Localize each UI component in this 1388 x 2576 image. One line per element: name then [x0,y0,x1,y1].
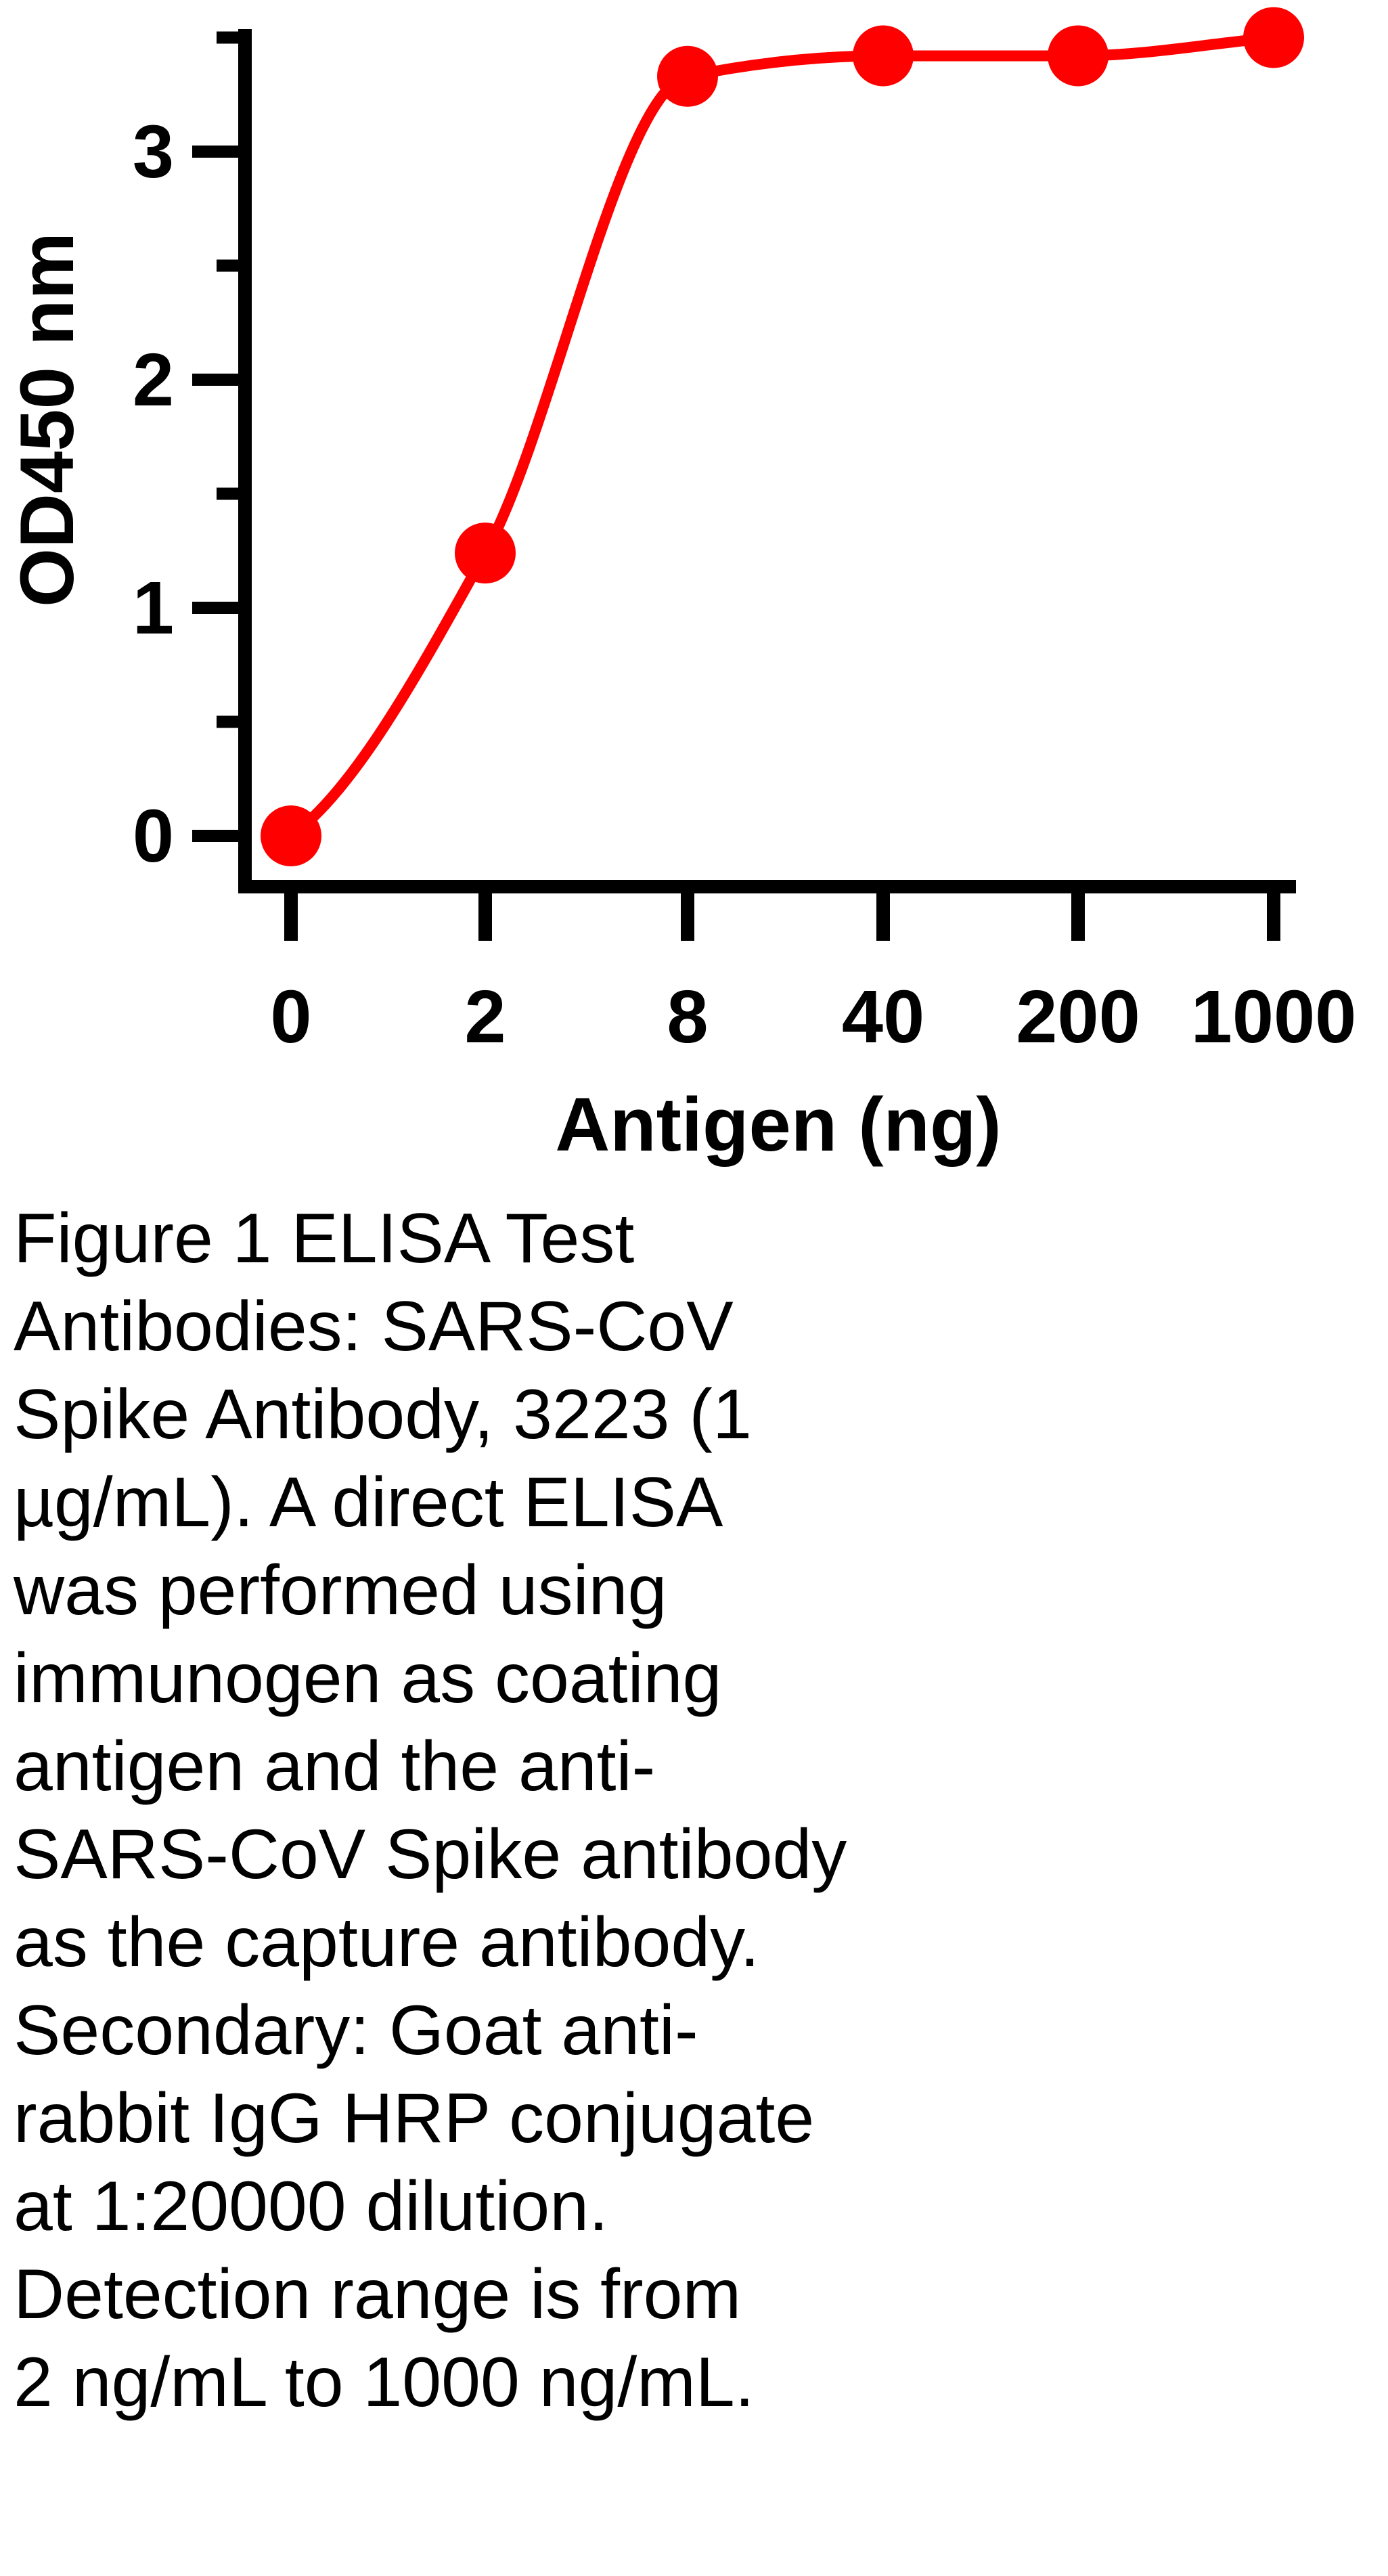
caption-line: Spike Antibody, 3223 (1 [14,1375,752,1454]
x-tick-label: 1000 [1191,975,1357,1059]
data-point [1243,7,1304,68]
caption-line: µg/mL). A direct ELISA [14,1463,723,1542]
x-tick-label: 0 [270,975,311,1059]
x-tick-label: 2 [464,975,506,1059]
caption-line: SARS-CoV Spike antibody [14,1815,847,1894]
data-point [657,45,718,107]
caption-line: was performed using [14,1551,667,1630]
tick-labels: 0 1 2 3 0 2 8 40 200 1000 [133,110,1357,1059]
caption-line: Antibodies: SARS-CoV [14,1287,734,1366]
caption-line: antigen and the anti- [14,1727,656,1806]
figure-caption: Figure 1 ELISA Test Antibodies: SARS-CoV S… [14,1195,1381,2426]
y-tick-label: 2 [133,338,174,422]
caption-line: Detection range is from [14,2255,742,2334]
x-tick-label: 40 [842,975,924,1059]
data-point [261,805,321,866]
caption-line: at 1:20000 dilution. [14,2167,608,2246]
series-markers [261,7,1304,866]
x-axis-label: Antigen (ng) [555,1082,1001,1167]
caption-line: as the capture antibody. [14,1903,760,1982]
data-point [455,523,516,584]
data-point [853,25,914,87]
series-line [288,32,1274,841]
caption-line: Secondary: Goat anti- [14,1991,698,2070]
y-axis-label: OD450 nm [5,232,89,607]
data-point [1048,25,1109,87]
x-tick-label: 200 [1016,975,1140,1059]
caption-line: 2 ng/mL to 1000 ng/mL. [14,2343,755,2422]
y-tick-label: 0 [133,795,174,878]
series-curve [288,32,1274,841]
axes [192,29,1296,941]
caption-line: Figure 1 ELISA Test [14,1199,635,1278]
caption-line: rabbit IgG HRP conjugate [14,2079,815,2158]
caption-line: immunogen as coating [14,1639,722,1718]
x-tick-label: 8 [667,975,708,1059]
elisa-chart: 0 1 2 3 0 2 8 40 200 1000 Antigen (ng) OD450 nm [5,7,1357,1167]
y-tick-label: 3 [133,110,174,194]
y-tick-label: 1 [133,567,174,650]
